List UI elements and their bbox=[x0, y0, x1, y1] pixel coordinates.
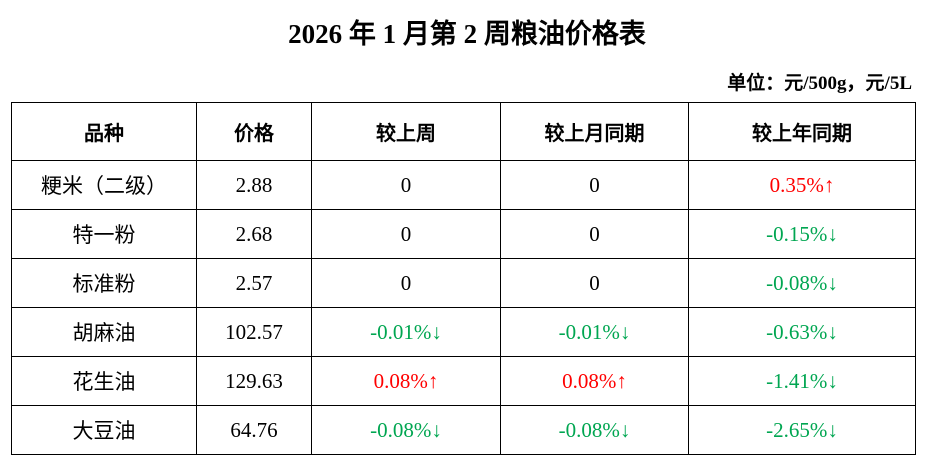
cell: -2.65%↓ bbox=[688, 405, 916, 455]
cell: 2.88 bbox=[196, 160, 312, 210]
table-row: 标准粉 2.57 0 0 -0.08%↓ bbox=[11, 258, 916, 308]
cell: 0 bbox=[311, 160, 501, 210]
title: 2026 年 1 月第 2 周粮油价格表 bbox=[288, 19, 646, 49]
cell: 0.35%↑ bbox=[688, 160, 916, 210]
column-header: 品种 bbox=[11, 102, 197, 161]
item-name: 花生油 bbox=[11, 356, 197, 406]
table-row: 粳米（二级） 2.88 0 0 0.35%↑ bbox=[11, 160, 916, 210]
column-header: 较上周 bbox=[311, 102, 501, 161]
table-row: 特一粉 2.68 0 0 -0.15%↓ bbox=[11, 209, 916, 259]
table-row: 胡麻油 102.57 -0.01%↓ -0.01%↓ -0.63%↓ bbox=[11, 307, 916, 357]
table-body: 粳米（二级） 2.88 0 0 0.35%↑ 特一粉 2.68 0 0 -0.15%↓ 标准粉 2.5… bbox=[11, 160, 916, 455]
cell: -0.08%↓ bbox=[500, 405, 689, 455]
cell: 2.57 bbox=[196, 258, 312, 308]
item-name: 标准粉 bbox=[11, 258, 197, 308]
cell: -0.15%↓ bbox=[688, 209, 916, 259]
item-name: 特一粉 bbox=[11, 209, 197, 259]
item-name: 胡麻油 bbox=[11, 307, 197, 357]
unit-note: 单位：元/500g，元/5L bbox=[727, 73, 912, 94]
table-row: 大豆油 64.76 -0.08%↓ -0.08%↓ -2.65%↓ bbox=[11, 405, 916, 455]
cell: -1.41%↓ bbox=[688, 356, 916, 406]
cell: 0 bbox=[311, 258, 501, 308]
header-row: 品种 价格 较上周 较上月同期 较上年同期 bbox=[11, 102, 916, 161]
table-row: 花生油 129.63 0.08%↑ 0.08%↑ -1.41%↓ bbox=[11, 356, 916, 406]
cell: 0.08%↑ bbox=[311, 356, 501, 406]
cell: 0.08%↑ bbox=[500, 356, 689, 406]
cell: -0.01%↓ bbox=[500, 307, 689, 357]
cell: 0 bbox=[500, 258, 689, 308]
cell: 0 bbox=[311, 209, 501, 259]
item-name: 大豆油 bbox=[11, 405, 197, 455]
cell: -0.08%↓ bbox=[688, 258, 916, 308]
cell: 129.63 bbox=[196, 356, 312, 406]
column-header: 价格 bbox=[196, 102, 312, 161]
cell: 0 bbox=[500, 209, 689, 259]
cell: -0.63%↓ bbox=[688, 307, 916, 357]
item-name: 粳米（二级） bbox=[11, 160, 197, 210]
column-header: 较上年同期 bbox=[688, 102, 916, 161]
cell: -0.01%↓ bbox=[311, 307, 501, 357]
cell: 2.68 bbox=[196, 209, 312, 259]
cell: 64.76 bbox=[196, 405, 312, 455]
price-table: 品种 价格 较上周 较上月同期 较上年同期 粳米（二级） 2.88 0 0 0.35%↑ 特一粉 2… bbox=[11, 102, 916, 455]
cell: 0 bbox=[500, 160, 689, 210]
cell: 102.57 bbox=[196, 307, 312, 357]
column-header: 较上月同期 bbox=[500, 102, 689, 161]
cell: -0.08%↓ bbox=[311, 405, 501, 455]
